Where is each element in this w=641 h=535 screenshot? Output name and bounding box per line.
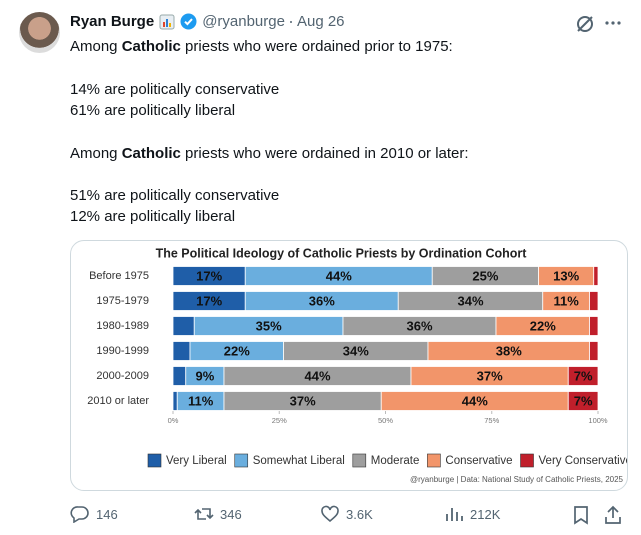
data-label: 17%	[196, 293, 222, 308]
text: Among	[70, 38, 122, 55]
bookmark-icon[interactable]	[572, 505, 590, 525]
chart: The Political Ideology of Catholic Pries…	[87, 246, 627, 484]
share-icon[interactable]	[604, 505, 622, 525]
legend-swatch	[147, 453, 162, 468]
x-tick-label: 100%	[588, 416, 608, 425]
data-label: 35%	[256, 318, 282, 333]
text: priests who were ordained prior to 1975:	[180, 38, 453, 55]
legend-swatch	[520, 453, 534, 468]
data-label: 7%	[574, 368, 593, 383]
text: Among	[70, 145, 122, 162]
text: 61% are politically liberal	[70, 102, 236, 119]
data-label: 9%	[195, 368, 214, 383]
view-count: 212K	[470, 506, 501, 522]
views-icon	[446, 508, 463, 521]
repost-count: 346	[220, 506, 242, 522]
x-tick-label: 0%	[168, 416, 179, 425]
bar-segment	[172, 341, 191, 361]
repost-icon	[194, 508, 214, 520]
y-tick-label: Before 1975	[89, 270, 149, 282]
reply-count: 146	[96, 506, 118, 522]
author-name[interactable]: Ryan Burge	[70, 13, 155, 30]
tweet-line: Among Catholic priests who were ordained…	[70, 38, 453, 55]
text: 12% are politically liberal	[70, 208, 236, 225]
y-tick-label: 1980-1989	[96, 320, 149, 332]
data-label: 38%	[496, 343, 522, 358]
y-tick-label: 1990-1999	[96, 345, 149, 357]
avatar[interactable]	[19, 12, 60, 53]
data-label: 44%	[326, 268, 352, 283]
text: 14% are politically conservative	[70, 81, 280, 98]
data-label: 22%	[224, 343, 250, 358]
like-count: 3.6K	[346, 506, 373, 522]
data-label: 13%	[553, 268, 579, 283]
bold-text: Catholic	[121, 145, 181, 162]
text: priests who were ordained in 2010 or lat…	[180, 145, 469, 162]
repost-button[interactable]: 346	[194, 505, 242, 523]
bar-segment	[567, 366, 599, 386]
y-tick-label: 2000-2009	[96, 370, 149, 382]
data-label: 36%	[309, 293, 335, 308]
chart-emoji	[159, 14, 175, 29]
y-tick-label: 1975-1979	[96, 295, 149, 307]
bar-segment	[172, 391, 178, 411]
tweet-line: Among Catholic priests who were ordained…	[70, 145, 469, 162]
grok-icon[interactable]	[575, 14, 595, 34]
x-tick-label: 50%	[378, 416, 393, 425]
data-label: 37%	[290, 393, 316, 408]
legend-label: Very Conservative	[539, 455, 627, 467]
bar-segment	[172, 366, 187, 386]
legend-label: Conservative	[445, 455, 512, 467]
data-label: 44%	[304, 368, 330, 383]
data-label: 11%	[188, 393, 214, 408]
more-icon[interactable]	[604, 18, 622, 28]
data-label: 34%	[343, 343, 369, 358]
tweet-line: 51% are politically conservative	[70, 187, 279, 204]
legend-swatch	[427, 453, 441, 468]
data-label: 7%	[574, 393, 593, 408]
verified-badge	[180, 13, 197, 30]
x-tick-label: 25%	[272, 416, 287, 425]
like-icon	[321, 505, 339, 523]
legend-label: Very Liberal	[166, 455, 227, 467]
data-label: 44%	[462, 393, 488, 408]
bold-text: Catholic	[121, 38, 181, 55]
bar-segment	[593, 266, 599, 286]
tweet-line: 61% are politically liberal	[70, 102, 235, 119]
tweet-line: 14% are politically conservative	[70, 81, 279, 98]
chart-source: @ryanburge | Data: National Study of Cat…	[410, 475, 624, 484]
legend-label: Moderate	[371, 455, 420, 467]
data-label: 25%	[472, 268, 498, 283]
data-label: 22%	[530, 318, 556, 333]
data-label: 17%	[196, 268, 222, 283]
media-card[interactable]: The Political Ideology of Catholic Pries…	[70, 240, 628, 491]
tweet-header: Ryan Burge @ryanburge Aug 26	[70, 13, 345, 30]
date[interactable]: Aug 26	[296, 13, 345, 30]
bar-segment	[589, 341, 599, 361]
handle[interactable]: @ryanburge	[202, 13, 285, 30]
text: 51% are politically conservative	[70, 187, 280, 204]
x-tick-label: 75%	[484, 416, 499, 425]
reply-button[interactable]: 146	[70, 505, 118, 523]
bar-segment	[589, 316, 599, 336]
bar-segment	[567, 391, 599, 411]
chart-title: The Political Ideology of Catholic Pries…	[156, 246, 528, 260]
legend-swatch	[352, 453, 367, 468]
views-button[interactable]: 212K	[444, 505, 500, 523]
y-tick-label: 2010 or later	[87, 395, 149, 407]
bar-segment	[589, 291, 599, 311]
data-label: 36%	[406, 318, 432, 333]
reply-icon	[70, 506, 89, 523]
separator-dot	[289, 20, 292, 23]
like-button[interactable]: 3.6K	[320, 505, 373, 523]
data-label: 11%	[553, 293, 579, 308]
tweet-line: 12% are politically liberal	[70, 208, 235, 225]
data-label: 34%	[457, 293, 483, 308]
legend-label: Somewhat Liberal	[253, 455, 345, 467]
bar-segment	[172, 316, 195, 336]
legend-swatch	[234, 453, 249, 468]
data-label: 37%	[477, 368, 503, 383]
